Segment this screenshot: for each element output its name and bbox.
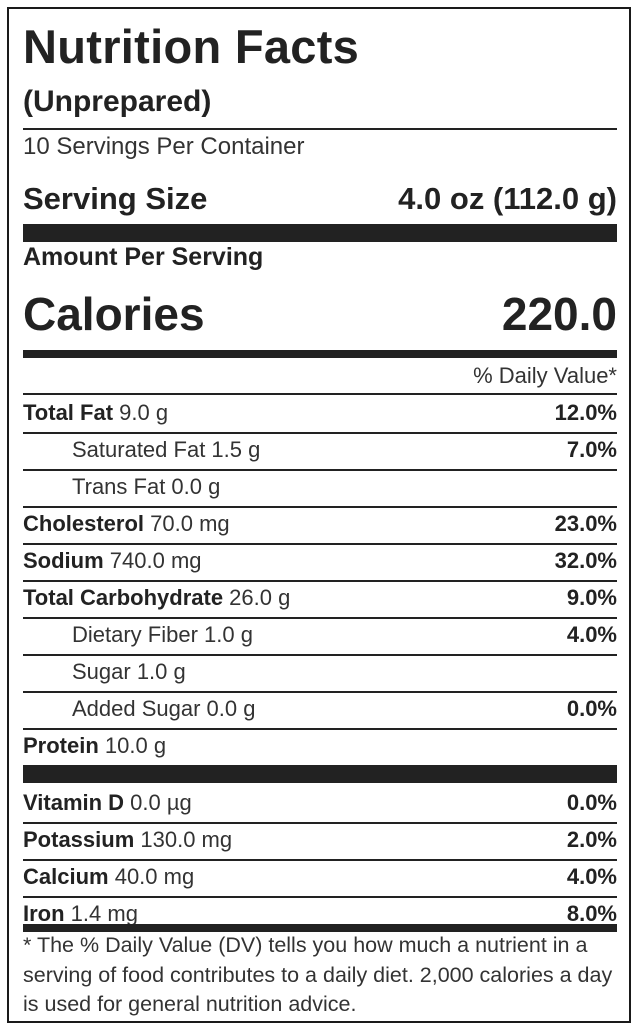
nutrition-facts-label: Nutrition Facts (Unprepared) 10 Servings…	[7, 7, 631, 1023]
nutrient-dv: 7.0%	[566, 437, 617, 462]
nutrient-dv: 9.0%	[566, 585, 617, 610]
mineral-row-vitamin-d: Vitamin D 0.0 µg 0.0%	[23, 785, 617, 824]
daily-value-header: % Daily Value*	[473, 363, 617, 388]
serving-size-label: Serving Size	[23, 181, 208, 216]
nutrient-dv: 32.0%	[554, 548, 617, 573]
nutrient-row-trans-fat: Trans Fat 0.0 g	[23, 469, 617, 508]
nutrient-name: Iron 1.4 mg	[23, 901, 138, 926]
amount-per-serving: Amount Per Serving	[23, 243, 264, 271]
nutrient-dv: 0.0%	[566, 696, 617, 721]
nutrient-name: Vitamin D 0.0 µg	[23, 790, 192, 815]
nutrient-dv: 8.0%	[566, 901, 617, 926]
calories-label: Calories	[23, 288, 205, 340]
nutrient-row-total-carbohydrate: Total Carbohydrate 26.0 g 9.0%	[23, 580, 617, 619]
thick-divider	[23, 765, 617, 783]
nutrient-dv: 4.0%	[566, 622, 617, 647]
daily-value-footnote: * The % Daily Value (DV) tells you how m…	[23, 933, 613, 1016]
mineral-row-calcium: Calcium 40.0 mg 4.0%	[23, 859, 617, 898]
serving-size-value: 4.0 oz (112.0 g)	[398, 181, 617, 216]
mineral-row-iron: Iron 1.4 mg 8.0%	[23, 896, 617, 933]
nutrient-row-sugar: Sugar 1.0 g	[23, 654, 617, 693]
calories-row: Calories 220.0	[23, 287, 617, 351]
servings-per-container: 10 Servings Per Container	[23, 133, 305, 160]
nutrient-name: Cholesterol 70.0 mg	[23, 511, 230, 536]
medium-divider	[23, 924, 617, 932]
nutrient-name: Added Sugar 0.0 g	[72, 696, 256, 721]
nutrient-name: Calcium 40.0 mg	[23, 864, 195, 889]
nutrient-dv: 23.0%	[554, 511, 617, 536]
nutrient-dv: 12.0%	[554, 400, 617, 425]
medium-divider	[23, 350, 617, 358]
nutrient-dv: 4.0%	[566, 864, 617, 889]
nutrient-dv: 0.0%	[566, 790, 617, 815]
nutrient-dv: 2.0%	[566, 827, 617, 852]
nutrient-row-added-sugar: Added Sugar 0.0 g 0.0%	[23, 691, 617, 730]
nutrient-name: Total Fat 9.0 g	[23, 400, 169, 425]
nutrient-name: Protein 10.0 g	[23, 733, 167, 758]
nutrient-name: Dietary Fiber 1.0 g	[72, 622, 253, 647]
nutrient-row-dietary-fiber: Dietary Fiber 1.0 g 4.0%	[23, 617, 617, 656]
thick-divider	[23, 224, 617, 242]
nutrient-name: Total Carbohydrate 26.0 g	[23, 585, 291, 610]
label-subtitle: (Unprepared)	[23, 85, 212, 118]
nutrient-row-protein: Protein 10.0 g	[23, 728, 617, 765]
divider	[23, 128, 617, 130]
nutrient-name: Saturated Fat 1.5 g	[72, 437, 261, 462]
nutrient-row-saturated-fat: Saturated Fat 1.5 g 7.0%	[23, 432, 617, 471]
divider	[23, 393, 617, 395]
nutrient-name: Sodium 740.0 mg	[23, 548, 202, 573]
nutrient-row-cholesterol: Cholesterol 70.0 mg 23.0%	[23, 506, 617, 545]
mineral-row-potassium: Potassium 130.0 mg 2.0%	[23, 822, 617, 861]
calories-value: 220.0	[501, 288, 617, 340]
nutrient-name: Trans Fat 0.0 g	[72, 474, 221, 499]
label-title: Nutrition Facts	[23, 20, 360, 73]
nutrient-row-sodium: Sodium 740.0 mg 32.0%	[23, 543, 617, 582]
nutrient-name: Potassium 130.0 mg	[23, 827, 233, 852]
nutrient-row-total-fat: Total Fat 9.0 g 12.0%	[23, 395, 617, 434]
nutrient-name: Sugar 1.0 g	[72, 659, 186, 684]
label-content: Nutrition Facts (Unprepared) 10 Servings…	[23, 9, 617, 1021]
serving-size-row: Serving Size 4.0 oz (112.0 g)	[23, 181, 617, 217]
